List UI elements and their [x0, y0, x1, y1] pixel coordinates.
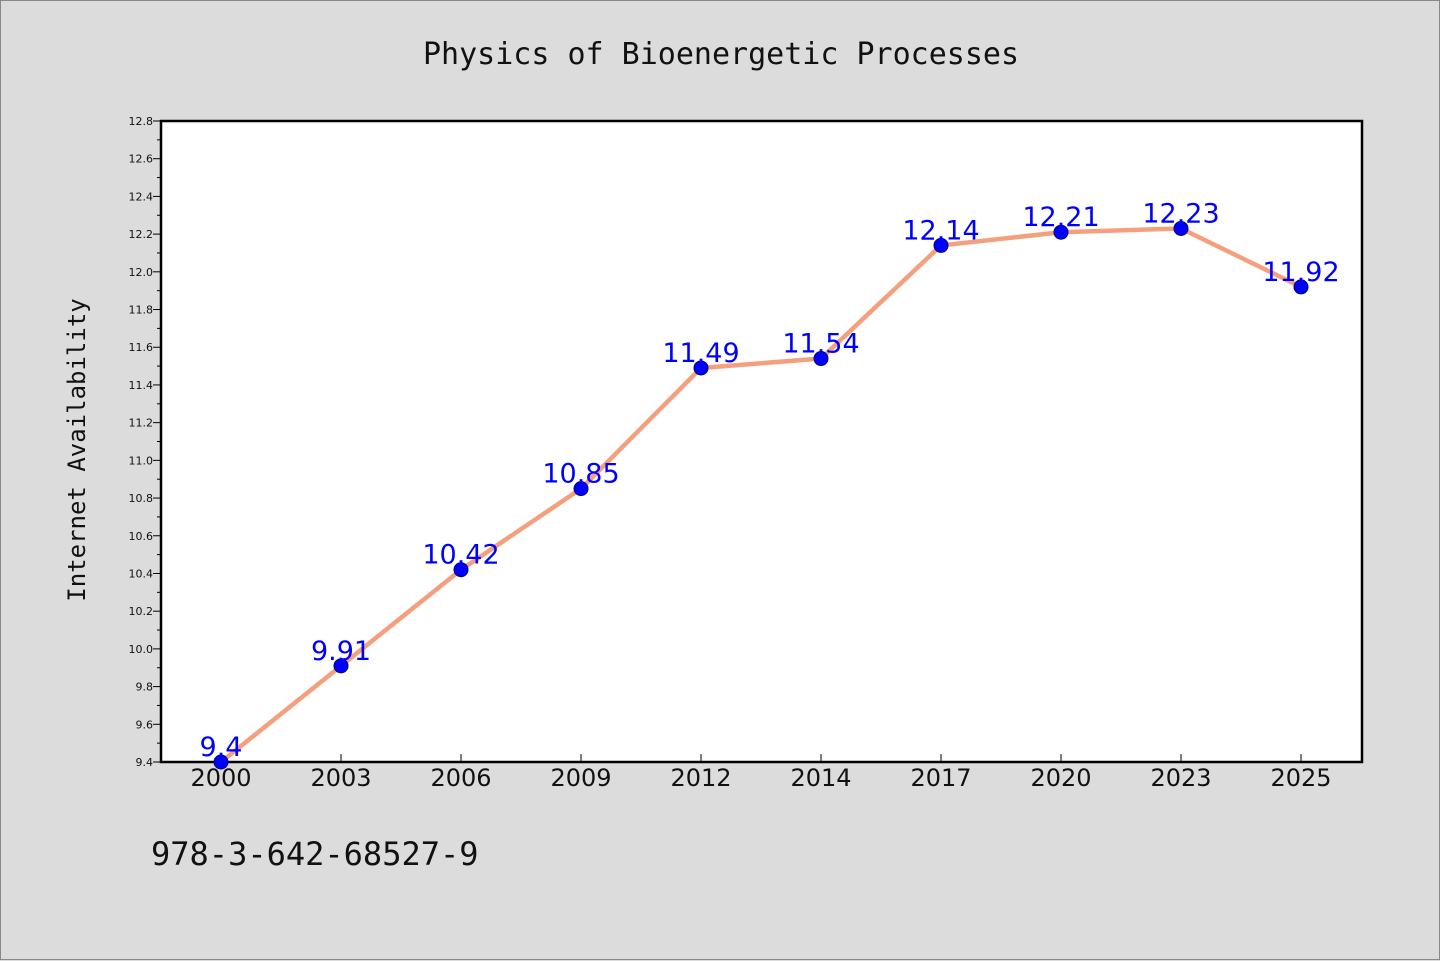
x-tick-label: 2025 [1270, 764, 1331, 792]
y-tick-label: 12.2 [129, 228, 154, 241]
x-tick-label: 2014 [790, 764, 851, 792]
x-axis: 2000 2003 2006 2009 2012 2014 2017 2020 2023 2025 [190, 754, 1332, 792]
data-labels: 9.4 9.91 10.42 10.85 11.49 11.54 12.14 12.21 12.… [200, 198, 1340, 763]
data-point [693, 360, 709, 376]
y-tick-label: 9.4 [136, 756, 154, 769]
y-tick-label: 11.6 [129, 341, 154, 354]
y-tick-label: 10.4 [129, 567, 154, 580]
data-point [933, 237, 949, 253]
y-tick-label: 10.8 [129, 492, 154, 505]
data-label: 11.49 [662, 338, 739, 369]
data-label: 12.23 [1142, 198, 1219, 229]
y-tick-label: 12.6 [129, 153, 154, 166]
y-tick-label: 9.6 [136, 718, 154, 731]
data-point [333, 658, 349, 674]
data-point [813, 351, 829, 367]
data-point [1293, 279, 1309, 295]
y-axis-label: Internet Availability [63, 298, 91, 601]
data-label: 9.91 [311, 636, 371, 667]
data-point [573, 481, 589, 497]
y-tick-label: 9.8 [136, 681, 154, 694]
y-tick-label: 11.0 [129, 454, 154, 467]
y-tick-label: 11.4 [129, 379, 154, 392]
data-label: 12.14 [902, 215, 979, 246]
y-tick-label: 10.2 [129, 605, 154, 618]
data-point [1053, 224, 1069, 240]
x-tick-label: 2009 [550, 764, 611, 792]
x-tick-label: 2023 [1150, 764, 1211, 792]
y-tick-label: 12.8 [129, 115, 154, 128]
data-label: 10.85 [542, 459, 619, 490]
data-label: 12.21 [1022, 202, 1099, 233]
y-tick-label: 11.8 [129, 304, 154, 317]
data-point [213, 754, 229, 770]
chart-title: Physics of Bioenergetic Processes [423, 37, 1019, 72]
data-label: 11.54 [782, 329, 859, 360]
y-tick-label: 12.4 [129, 190, 154, 203]
data-label: 9.4 [200, 732, 243, 763]
x-tick-label: 2003 [310, 764, 371, 792]
data-label: 11.92 [1262, 257, 1339, 288]
y-axis: 9.4 9.6 9.8 10.0 10.2 10.4 10.6 10.8 11.0 11.2 11.… [129, 115, 161, 769]
data-point [453, 562, 469, 578]
y-tick-label: 12.0 [129, 266, 154, 279]
x-tick-label: 2012 [670, 764, 731, 792]
x-tick-label: 2006 [430, 764, 491, 792]
series-group [213, 220, 1309, 770]
isbn-text: 978-3-642-68527-9 [151, 835, 479, 873]
y-tick-label: 10.0 [129, 643, 154, 656]
y-tick-label: 10.6 [129, 530, 154, 543]
series-line [218, 226, 1304, 765]
data-point [1173, 220, 1189, 236]
y-tick-label: 11.2 [129, 417, 154, 430]
x-tick-label: 2017 [910, 764, 971, 792]
x-tick-label: 2020 [1030, 764, 1091, 792]
data-label: 10.42 [422, 540, 499, 571]
